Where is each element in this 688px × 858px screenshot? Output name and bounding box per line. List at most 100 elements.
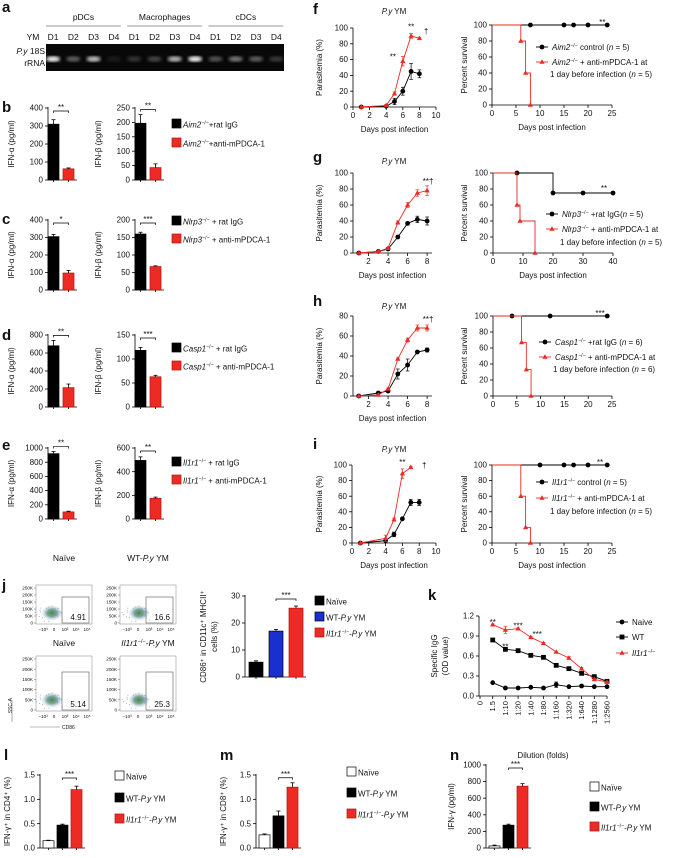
data-point [416, 35, 422, 41]
data-point [391, 90, 398, 96]
event-dot [138, 692, 140, 694]
legend-label-part: + anti-mPDCA-1 [210, 236, 271, 245]
significance-label: *** [511, 760, 520, 769]
data-point [356, 250, 362, 255]
y-tick-label: 100 [117, 147, 131, 156]
legend-label-part: = 5) [627, 210, 644, 219]
legend-swatch [171, 118, 182, 129]
data-point [619, 619, 625, 625]
x-tick-label: 0 [137, 627, 140, 632]
x-tick-label: 5 [514, 109, 519, 118]
y-tick-label: 100 [474, 461, 488, 470]
cell-population [128, 605, 150, 621]
x-tick-label: 20 [549, 257, 558, 266]
legend-label-part: −/− [570, 43, 578, 49]
significance-label: ** [408, 22, 414, 31]
flow-plot-title: Il1r1−/−-P.y YM [121, 638, 175, 648]
panel-label-b: b [2, 99, 11, 116]
data-point [424, 347, 430, 353]
significance-label: *** [143, 330, 152, 339]
data-point [395, 234, 401, 240]
cell-population [128, 692, 150, 708]
series-line [361, 70, 420, 108]
x-tick-label: 10⁴ [72, 627, 79, 632]
legend-label: Casp1−/− + anti-mPDCA-1 at [555, 353, 656, 362]
data-point [571, 462, 576, 468]
legend-label-part: Naïve [358, 769, 379, 778]
y-tick-label: 400 [30, 104, 44, 113]
legend-label-part: Nlrp3 [562, 210, 582, 219]
legend-label-part: −/− [342, 630, 350, 636]
event-dot [56, 615, 58, 617]
data-point [539, 59, 545, 64]
event-dot [55, 612, 57, 614]
legend-label-part: = 6) [639, 365, 656, 374]
data-point [357, 540, 363, 545]
group-label: Macrophages [139, 12, 191, 22]
event-dot [48, 707, 50, 709]
event-dot [143, 700, 145, 702]
x-tick-label: 2 [367, 547, 372, 556]
y-tick-label: 200K [106, 667, 118, 672]
data-point [414, 217, 420, 222]
gel-band [86, 56, 101, 62]
y-tick-label: 150K [22, 677, 34, 682]
event-dot [53, 701, 55, 703]
data-point [408, 500, 414, 505]
chart-title-part: P.y [382, 445, 394, 454]
bar [258, 834, 271, 849]
x-tick-label: 4 [384, 111, 389, 120]
x-tick-label: 6 [405, 257, 410, 266]
x-tick-label: 1:80 [539, 701, 548, 716]
event-dot [143, 613, 145, 615]
legend-label-part: = 5) [613, 43, 630, 52]
legend-label-part: Nlrp3 [183, 236, 203, 245]
flow-plot: Il1r1−/−-P.y YM 250K 200K 150K 100K 50K 0 −10³ 0… [106, 638, 177, 719]
data-point [414, 190, 420, 195]
bar-chart-b1: 0 100 200 300 400 ** IFN-α (pg/ml) [7, 103, 77, 185]
data-point [571, 22, 576, 28]
bar-chart-m: 0.0 0.5 1.0 1.5 *** IFN-γ⁺ in CD8⁺ (%) [219, 770, 301, 853]
event-dot [123, 614, 125, 616]
data-point [417, 71, 422, 77]
y-tick-label: 0.0 [463, 692, 475, 701]
y-tick-label: 600 [30, 472, 44, 481]
y-tick-label: 200 [30, 140, 44, 149]
y-tick-label: 400 [468, 810, 482, 819]
y-tick-label: 0 [114, 708, 117, 713]
data-point [490, 680, 496, 686]
y-axis-label: Parasitemia (%) [315, 39, 324, 96]
y-tick-label: 80 [479, 185, 488, 194]
lane-label: D2 [149, 32, 160, 42]
legend-label-part: Il1r1 [552, 494, 568, 503]
y-tick-label: 100K [22, 607, 34, 612]
y-tick-label: 0 [126, 403, 131, 412]
y-tick-label: 0 [39, 286, 44, 295]
data-point [383, 535, 389, 541]
event-dot [130, 620, 132, 622]
legend-label: Il1r1−/− + anti-mPDCA-1 [183, 477, 267, 486]
event-dot [123, 701, 125, 703]
significance-bracket [53, 222, 69, 225]
line-chart-f1: 0 20 40 60 80 100 0 2 4 6 8 10 P.y YM Days post infec… [315, 7, 441, 134]
legend-label-part: P.y [141, 795, 153, 804]
survival-chart-g2: 0 20 40 60 80 100 0 10 20 30 40 Days post infection… [460, 169, 662, 280]
x-axis-label: Days post infection [519, 271, 587, 280]
survival-chart-h2: 0 20 40 60 80 100 0 5 10 15 20 25 Percent survival **… [460, 309, 656, 409]
y-tick-label: 100 [30, 158, 44, 167]
x-tick-label: 8 [425, 257, 430, 266]
legend-label-part: + anti-mPDCA-1 at [578, 58, 648, 67]
x-tick-label: 1:20 [514, 701, 523, 716]
y-tick-label: 150 [117, 132, 131, 141]
x-tick-label: 20 [584, 547, 593, 556]
gel-band-label-part: rRNA [24, 58, 45, 68]
legend-swatch [114, 792, 125, 803]
gel-band [66, 56, 81, 62]
y-axis-label: IFN-γ⁺ in CD8⁺ (%) [219, 777, 228, 847]
y-tick-label: 20 [478, 85, 487, 94]
gate-percentage: 16.6 [154, 613, 170, 622]
data-point [517, 218, 523, 223]
legend-label-part: P.y [616, 804, 628, 813]
event-dot [127, 694, 129, 696]
